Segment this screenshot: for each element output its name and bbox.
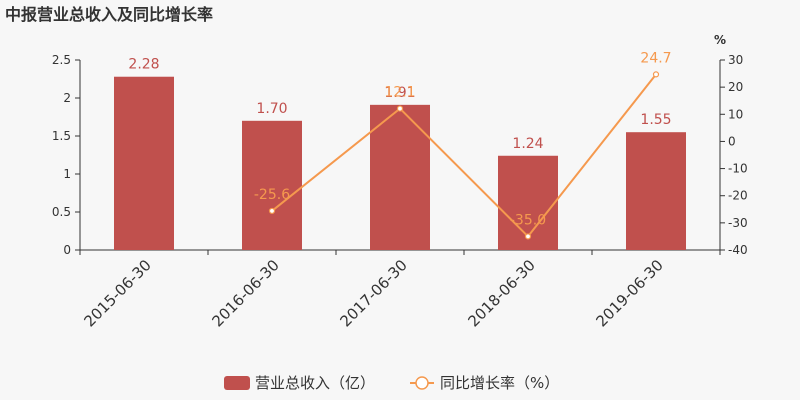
data-labels: 2.28 1.70 1.91 1.24 1.55 -25.6 12.1 -35.0 24.7 — [128, 50, 671, 228]
bar-value-label: 1.70 — [256, 101, 287, 117]
x-tick-label: 2019-06-30 — [592, 256, 666, 330]
legend-bar-swatch — [224, 376, 250, 390]
right-tick-label: -30 — [728, 216, 748, 230]
bar[interactable] — [626, 132, 686, 250]
line-value-label: 24.7 — [640, 50, 671, 66]
bar-series — [114, 76, 686, 250]
bar[interactable] — [114, 76, 174, 250]
bar-value-label: 2.28 — [128, 57, 159, 73]
line-value-label: 12.1 — [384, 85, 415, 101]
right-tick-label: -40 — [728, 243, 748, 257]
right-tick-label: -20 — [728, 189, 748, 203]
legend[interactable]: 营业总收入（亿） 同比增长率（%） — [224, 374, 559, 392]
line-point[interactable] — [396, 105, 404, 112]
right-axis-unit: % — [714, 33, 726, 47]
right-tick-label: -10 — [728, 162, 748, 176]
right-tick-label: 30 — [728, 53, 743, 67]
line-point[interactable] — [652, 71, 660, 78]
bar-value-label: 1.91 — [384, 85, 415, 101]
left-tick-label: 0 — [63, 243, 71, 257]
left-tick-label: 2.5 — [52, 53, 71, 67]
left-tick-label: 1.5 — [52, 129, 71, 143]
left-tick-label: 0.5 — [52, 205, 71, 219]
growth-line — [271, 73, 657, 238]
right-tick-label: 20 — [728, 80, 743, 94]
x-tick-label: 2015-06-30 — [80, 256, 154, 330]
line-value-label: -25.6 — [254, 187, 290, 203]
line-series — [268, 71, 660, 240]
left-tick-label: 1 — [63, 167, 71, 181]
bar-value-label: 1.24 — [512, 136, 543, 152]
left-tick-label: 2 — [63, 91, 71, 105]
right-tick-label: 10 — [728, 107, 743, 121]
x-tick-label: 2017-06-30 — [336, 256, 410, 330]
legend-item-revenue[interactable]: 营业总收入（亿） — [224, 374, 375, 392]
bar-value-label: 1.55 — [640, 112, 671, 128]
line-point[interactable] — [268, 207, 276, 215]
line-point[interactable] — [524, 233, 532, 240]
x-tick-label: 2018-06-30 — [464, 256, 538, 330]
x-tick-label: 2016-06-30 — [208, 256, 282, 330]
chart-title: 中报营业总收入及同比增长率 — [5, 5, 213, 24]
legend-marker-swatch — [415, 376, 429, 390]
legend-label: 营业总收入（亿） — [255, 374, 375, 392]
legend-label: 同比增长率（%） — [440, 374, 559, 392]
bar[interactable] — [242, 120, 302, 250]
right-tick-label: 0 — [728, 134, 736, 148]
line-value-label: -35.0 — [510, 212, 546, 228]
legend-item-growth[interactable]: 同比增长率（%） — [410, 374, 559, 392]
